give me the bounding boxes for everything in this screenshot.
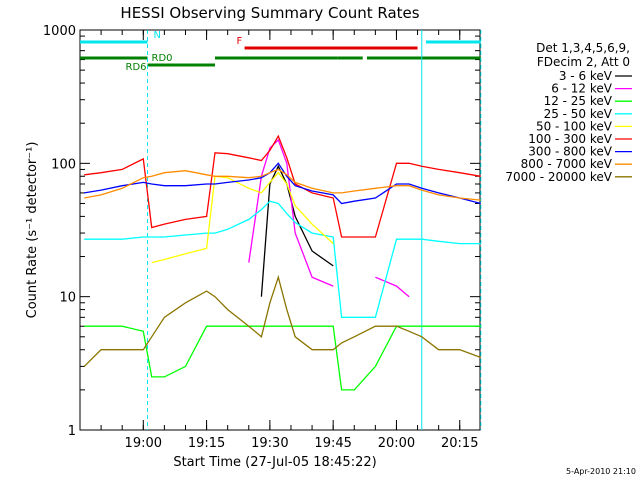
series-line-100-300-kev (84, 134, 481, 238)
y-tick-label: 1000 (43, 24, 76, 39)
legend-entry-label: 7000 - 20000 keV (505, 170, 612, 184)
legend-entry-label: 12 - 25 keV (544, 94, 613, 108)
legend-entry-label: 300 - 800 keV (528, 145, 612, 159)
x-tick-label: 19:00 (125, 436, 162, 451)
plot-frame (79, 29, 481, 431)
chart-title: HESSI Observing Summary Count Rates (120, 4, 419, 22)
plot-area: N F RD0 RD6 (79, 29, 482, 431)
x-tick-label: 19:45 (314, 436, 351, 451)
y-tick-label: 1 (68, 424, 76, 439)
x-tick-label: 20:15 (441, 436, 478, 451)
x-tick-label: 19:30 (251, 436, 288, 451)
legend-header-line-2: FDecim 2, Att 0 (537, 55, 630, 69)
series-line-25-50-kev (84, 200, 481, 318)
legend-entry-label: 100 - 300 keV (528, 132, 612, 146)
legend-header-line-1: Det 1,3,4,5,6,9, (536, 41, 630, 55)
series-line-6-12-kev (248, 138, 410, 298)
legend-entry-label: 6 - 12 keV (551, 82, 613, 96)
legend-entry-label: 800 - 7000 keV (521, 157, 613, 171)
legend: Det 1,3,4,5,6,9, FDecim 2, Att 0 3 - 6 k… (505, 41, 632, 184)
flag-label-n: N (154, 30, 161, 41)
y-tick-label: 100 (51, 157, 76, 172)
flag-label-rd6: RD6 (126, 62, 147, 73)
legend-entry-label: 3 - 6 keV (559, 69, 613, 83)
y-axis-label: Count Rate (s⁻¹ detector⁻¹) (25, 142, 40, 319)
series-line-12-25-kev (84, 325, 481, 391)
y-tick-label: 10 (59, 291, 76, 306)
x-tick-label: 20:00 (378, 436, 415, 451)
legend-entry-label: 50 - 100 keV (536, 119, 613, 133)
x-tick-label: 19:15 (188, 436, 225, 451)
series-line-300-800-kev (84, 162, 481, 205)
series-line-800-7000-kev (84, 168, 481, 201)
flag-label-f: F (237, 36, 243, 47)
series-line-50-100-kev (151, 171, 334, 264)
legend-entry-label: 25 - 50 keV (544, 107, 613, 121)
flag-label-rd0: RD0 (152, 53, 173, 64)
x-axis-label: Start Time (27-Jul-05 18:45:22) (173, 455, 376, 470)
footer-timestamp: 5-Apr-2010 21:10 (566, 467, 636, 476)
series-line-7000-20000-kev (83, 274, 482, 367)
